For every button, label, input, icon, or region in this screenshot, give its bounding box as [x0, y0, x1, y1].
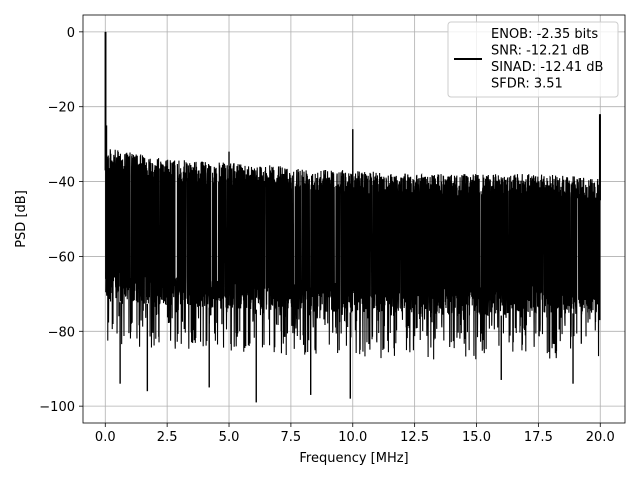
legend-entry-line: SINAD: -12.41 dB: [491, 60, 603, 75]
legend-entry: ENOB: -2.35 bits SNR: -12.21 dB SINAD: -12…: [491, 27, 603, 92]
data-layer: [104, 31, 601, 403]
x-tick-label: 20.0: [586, 430, 615, 445]
legend-entry-line: SNR: -12.21 dB: [491, 44, 589, 59]
y-tick-label: −40: [48, 176, 75, 191]
x-tick-label: 10.0: [338, 430, 367, 445]
x-tick-label: 5.0: [219, 430, 240, 445]
y-tick-label: 0: [67, 26, 75, 41]
legend-box: [447, 21, 619, 98]
x-tick-label: 17.5: [524, 430, 553, 445]
y-tick-label: −100: [39, 400, 75, 415]
y-tick-label: −20: [48, 101, 75, 116]
x-axis-label: Frequency [MHz]: [299, 451, 408, 466]
x-tick-label: 2.5: [157, 430, 178, 445]
y-tick-label: −60: [48, 250, 75, 265]
plot-frame: [82, 14, 626, 424]
x-tick-label: 0.0: [95, 430, 116, 445]
ticks: 0.0 2.5 5.0 7.5 10.0 12.5 15.0 17.5 20.0 0 −20 −40 −…: [39, 26, 614, 445]
x-tick-label: 7.5: [281, 430, 302, 445]
legend: ENOB: -2.35 bits SNR: -12.21 dB SINAD: -12…: [447, 21, 619, 98]
legend-entry-line: ENOB: -2.35 bits: [491, 27, 598, 42]
legend-entry-line: SFDR: 3.51: [491, 77, 563, 92]
x-tick-label: 12.5: [400, 430, 429, 445]
y-tick-label: −80: [48, 325, 75, 340]
y-axis-label: PSD [dB]: [14, 190, 29, 248]
x-tick-label: 15.0: [462, 430, 491, 445]
